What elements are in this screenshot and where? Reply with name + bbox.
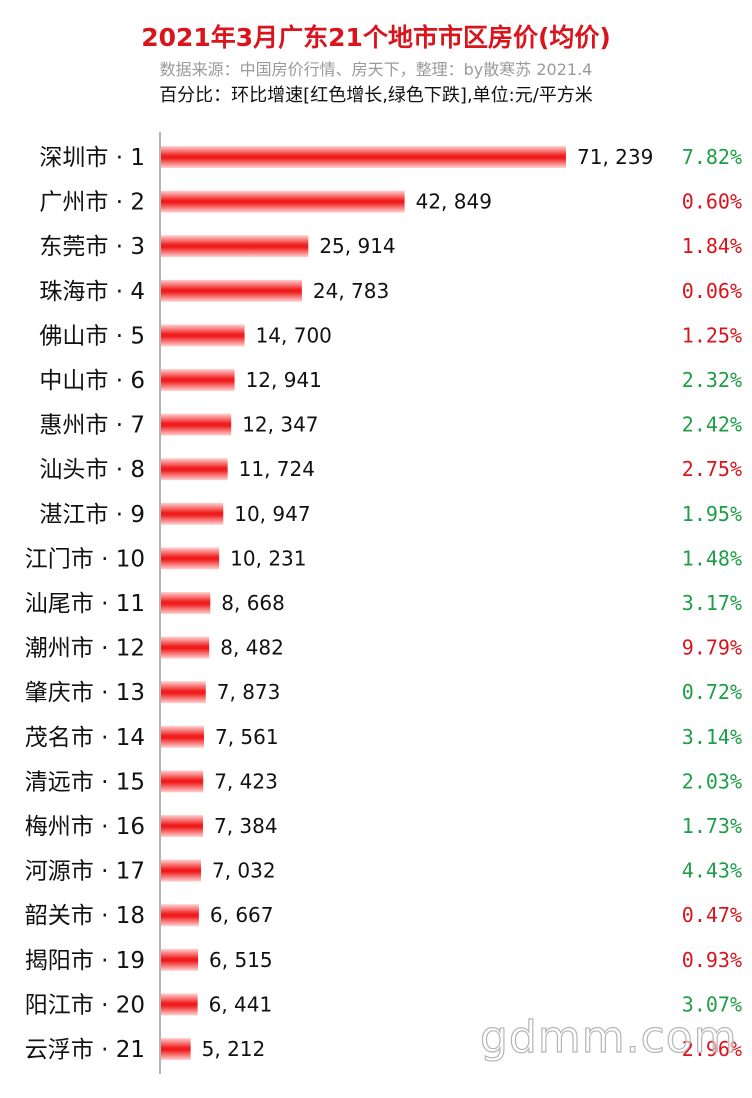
category-label: 汕尾市 · 11 [25, 591, 145, 617]
growth-label: 2.32% [682, 368, 742, 392]
bar [161, 235, 309, 258]
chart-note: 百分比：环比增速[红色增长,绿色下跌],单位:元/平方米 [159, 85, 593, 106]
value-label: 5, 212 [202, 1037, 266, 1061]
category-label: 梅州市 · 16 [25, 814, 145, 840]
value-label: 10, 231 [230, 546, 306, 570]
category-label: 佛山市 · 5 [39, 323, 145, 349]
growth-label: 1.95% [682, 502, 742, 526]
bar [161, 592, 211, 614]
growth-label: 0.72% [682, 680, 742, 704]
growth-label: 3.07% [682, 992, 742, 1016]
bar [161, 948, 199, 971]
category-label: 阳江市 · 20 [25, 992, 145, 1018]
value-label: 11, 724 [239, 457, 315, 481]
value-label: 12, 347 [242, 413, 318, 437]
growth-label: 1.73% [682, 814, 742, 838]
category-label: 肇庆市 · 13 [25, 680, 145, 706]
value-label: 6, 667 [210, 903, 274, 927]
category-label: 东莞市 · 3 [39, 234, 145, 260]
growth-label: 0.60% [682, 190, 742, 214]
growth-label: 2.42% [682, 413, 742, 437]
growth-label: 0.06% [682, 279, 742, 303]
value-label: 7, 423 [214, 769, 278, 793]
bar [161, 904, 199, 927]
value-label: 42, 849 [416, 190, 492, 214]
bar [161, 725, 204, 748]
value-label: 12, 941 [246, 368, 322, 392]
category-label: 河源市 · 17 [25, 859, 145, 885]
growth-label: 2.03% [682, 769, 742, 793]
growth-label: 2.75% [682, 457, 742, 481]
bar [161, 993, 198, 1016]
growth-label: 0.47% [682, 903, 742, 927]
category-label: 清远市 · 15 [25, 769, 145, 795]
value-label: 7, 384 [214, 814, 278, 838]
bar [161, 502, 224, 525]
bar [161, 859, 201, 882]
category-label: 江门市 · 10 [25, 546, 145, 572]
category-label: 深圳市 · 1 [39, 145, 145, 171]
category-label: 中山市 · 6 [39, 368, 145, 394]
bar [161, 547, 220, 570]
bar [161, 279, 302, 302]
watermark-text: gdmm.com [479, 1011, 738, 1063]
growth-label: 1.84% [682, 234, 742, 258]
chart-subtitle: 数据来源：中国房价行情、房天下，整理：by散寒苏 2021.4 [159, 60, 593, 79]
category-label: 云浮市 · 21 [25, 1037, 145, 1063]
bar [161, 458, 228, 481]
growth-label: 3.14% [682, 725, 742, 749]
bars-group: 深圳市 · 1 71, 239 7.82% 广州市 · 2 42, 849 0.60% 东莞… [25, 145, 742, 1063]
growth-label: 1.48% [682, 546, 742, 570]
category-label: 汕头市 · 8 [39, 457, 145, 483]
growth-label: 0.93% [682, 948, 742, 972]
growth-label: 1.25% [682, 323, 742, 347]
value-label: 7, 032 [212, 859, 276, 883]
growth-label: 2.96% [682, 1037, 742, 1061]
growth-label: 9.79% [682, 636, 742, 660]
bar [161, 413, 232, 436]
value-label: 24, 783 [313, 279, 389, 303]
bar [161, 636, 210, 659]
category-label: 广州市 · 2 [39, 190, 145, 216]
growth-label: 4.43% [682, 859, 742, 883]
bar [161, 681, 206, 704]
bar [161, 369, 235, 391]
category-label: 韶关市 · 18 [25, 903, 145, 929]
value-label: 71, 239 [577, 145, 653, 169]
bar [161, 770, 204, 793]
value-label: 8, 668 [221, 591, 285, 615]
value-label: 14, 700 [256, 323, 332, 347]
bar [161, 815, 203, 837]
value-label: 6, 515 [209, 948, 273, 972]
category-label: 惠州市 · 7 [39, 413, 145, 439]
value-label: 6, 441 [209, 992, 273, 1016]
growth-label: 7.82% [682, 145, 742, 169]
value-label: 25, 914 [319, 234, 395, 258]
value-label: 8, 482 [220, 636, 284, 660]
bar [161, 324, 245, 347]
bar [161, 190, 405, 213]
value-label: 7, 873 [217, 680, 281, 704]
category-label: 湛江市 · 9 [39, 502, 145, 528]
category-label: 揭阳市 · 19 [25, 948, 145, 974]
value-label: 10, 947 [234, 502, 310, 526]
category-label: 潮州市 · 12 [25, 636, 145, 662]
chart-title: 2021年3月广东21个地市市区房价(均价) [141, 23, 611, 52]
growth-label: 3.17% [682, 591, 742, 615]
category-label: 茂名市 · 14 [25, 725, 145, 751]
category-label: 珠海市 · 4 [39, 279, 145, 305]
bar [161, 1038, 191, 1060]
value-label: 7, 561 [215, 725, 279, 749]
bar [161, 146, 566, 168]
